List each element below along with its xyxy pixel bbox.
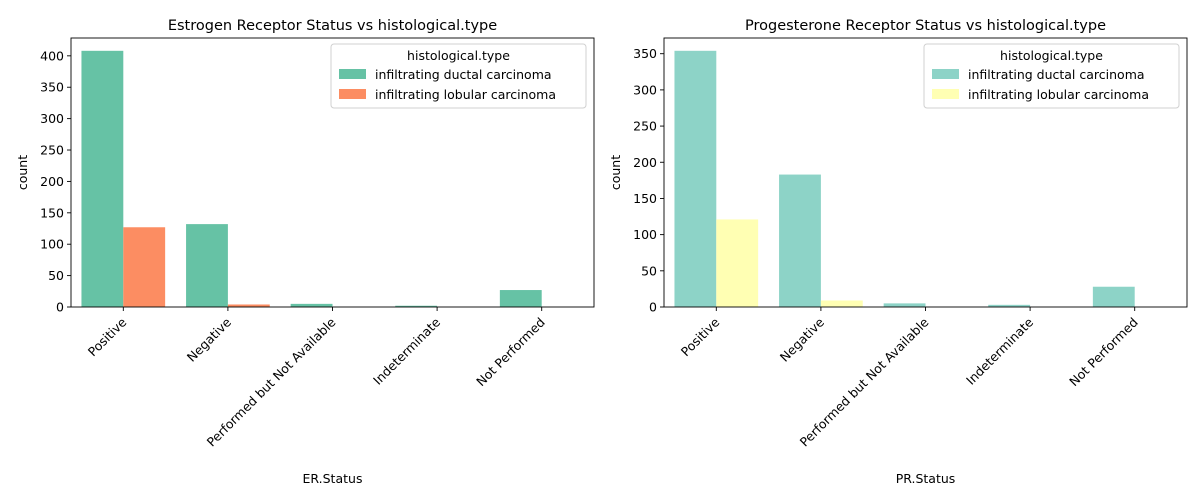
legend-box [923, 43, 1180, 109]
bar-1-5 [1092, 286, 1135, 307]
y-tick-label: 150 [633, 191, 657, 206]
y-tick-label: 250 [40, 143, 64, 158]
x-axis-label: ER.Status [303, 471, 363, 486]
x-tick-label: Positive [678, 314, 723, 359]
bar-1-2 [779, 174, 821, 307]
x-tick-label: Positive [85, 314, 130, 359]
bar-1-5 [499, 290, 542, 307]
bar-1-4 [395, 305, 438, 307]
y-tick-label: 0 [649, 300, 657, 315]
bar-2-1 [123, 227, 166, 307]
legend-label-1: infiltrating ductal carcinoma [968, 67, 1145, 82]
y-axis-label: count [608, 155, 623, 190]
legend: histological.type infiltrating ductal car… [330, 43, 587, 109]
x-tick-label: Indeterminate [963, 314, 1036, 387]
bar-2-2 [820, 300, 863, 307]
legend-box [330, 43, 587, 109]
legend-swatch-1 [339, 69, 366, 79]
legend-label-2: infiltrating lobular carcinoma [968, 87, 1149, 102]
x-tick-label: Not Performed [1066, 315, 1141, 390]
x-tick-label: Negative [777, 314, 827, 364]
chart-title: Progesterone Receptor Status vs histolog… [745, 18, 1106, 34]
x-tick-label: Indeterminate [370, 314, 443, 387]
x-tick-label: Negative [184, 314, 234, 364]
bar-2-1 [716, 219, 759, 307]
legend-label-1: infiltrating ductal carcinoma [375, 67, 552, 82]
legend-swatch-2 [339, 89, 366, 99]
y-axis-label: count [15, 155, 30, 190]
bar-1-1 [674, 50, 717, 308]
y-tick-label: 250 [633, 119, 657, 134]
y-tick-label: 200 [40, 174, 64, 189]
y-tick-label: 0 [56, 300, 64, 315]
bar-1-2 [186, 224, 228, 307]
y-tick-label: 350 [633, 46, 657, 61]
chart-panel-2: Progesterone Receptor Status vs histolog… [608, 18, 1188, 486]
legend-title: histological.type [407, 48, 510, 63]
x-tick-label: Not Performed [473, 315, 548, 390]
bar-1-1 [81, 50, 124, 308]
bar-1-3 [290, 303, 333, 307]
legend: histological.type infiltrating ductal car… [923, 43, 1180, 109]
y-tick-label: 300 [40, 111, 64, 126]
legend-swatch-1 [932, 69, 959, 79]
bar-1-3 [883, 303, 926, 307]
legend-label-2: infiltrating lobular carcinoma [375, 87, 556, 102]
y-tick-label: 150 [40, 205, 64, 220]
y-tick-label: 300 [633, 82, 657, 97]
y-tick-label: 400 [40, 48, 64, 63]
legend-swatch-2 [932, 89, 959, 99]
y-tick-label: 50 [48, 268, 64, 283]
bar-2-2 [227, 304, 270, 307]
bar-1-4 [988, 304, 1031, 307]
legend-title: histological.type [1000, 48, 1103, 63]
chart-panel-1: Estrogen Receptor Status vs histological… [15, 18, 595, 486]
y-tick-label: 100 [40, 237, 64, 252]
y-tick-label: 100 [633, 227, 657, 242]
chart-title: Estrogen Receptor Status vs histological… [168, 18, 497, 34]
x-axis-label: PR.Status [896, 471, 956, 486]
y-tick-label: 200 [633, 155, 657, 170]
y-tick-label: 350 [40, 80, 64, 95]
y-tick-label: 50 [641, 263, 657, 278]
